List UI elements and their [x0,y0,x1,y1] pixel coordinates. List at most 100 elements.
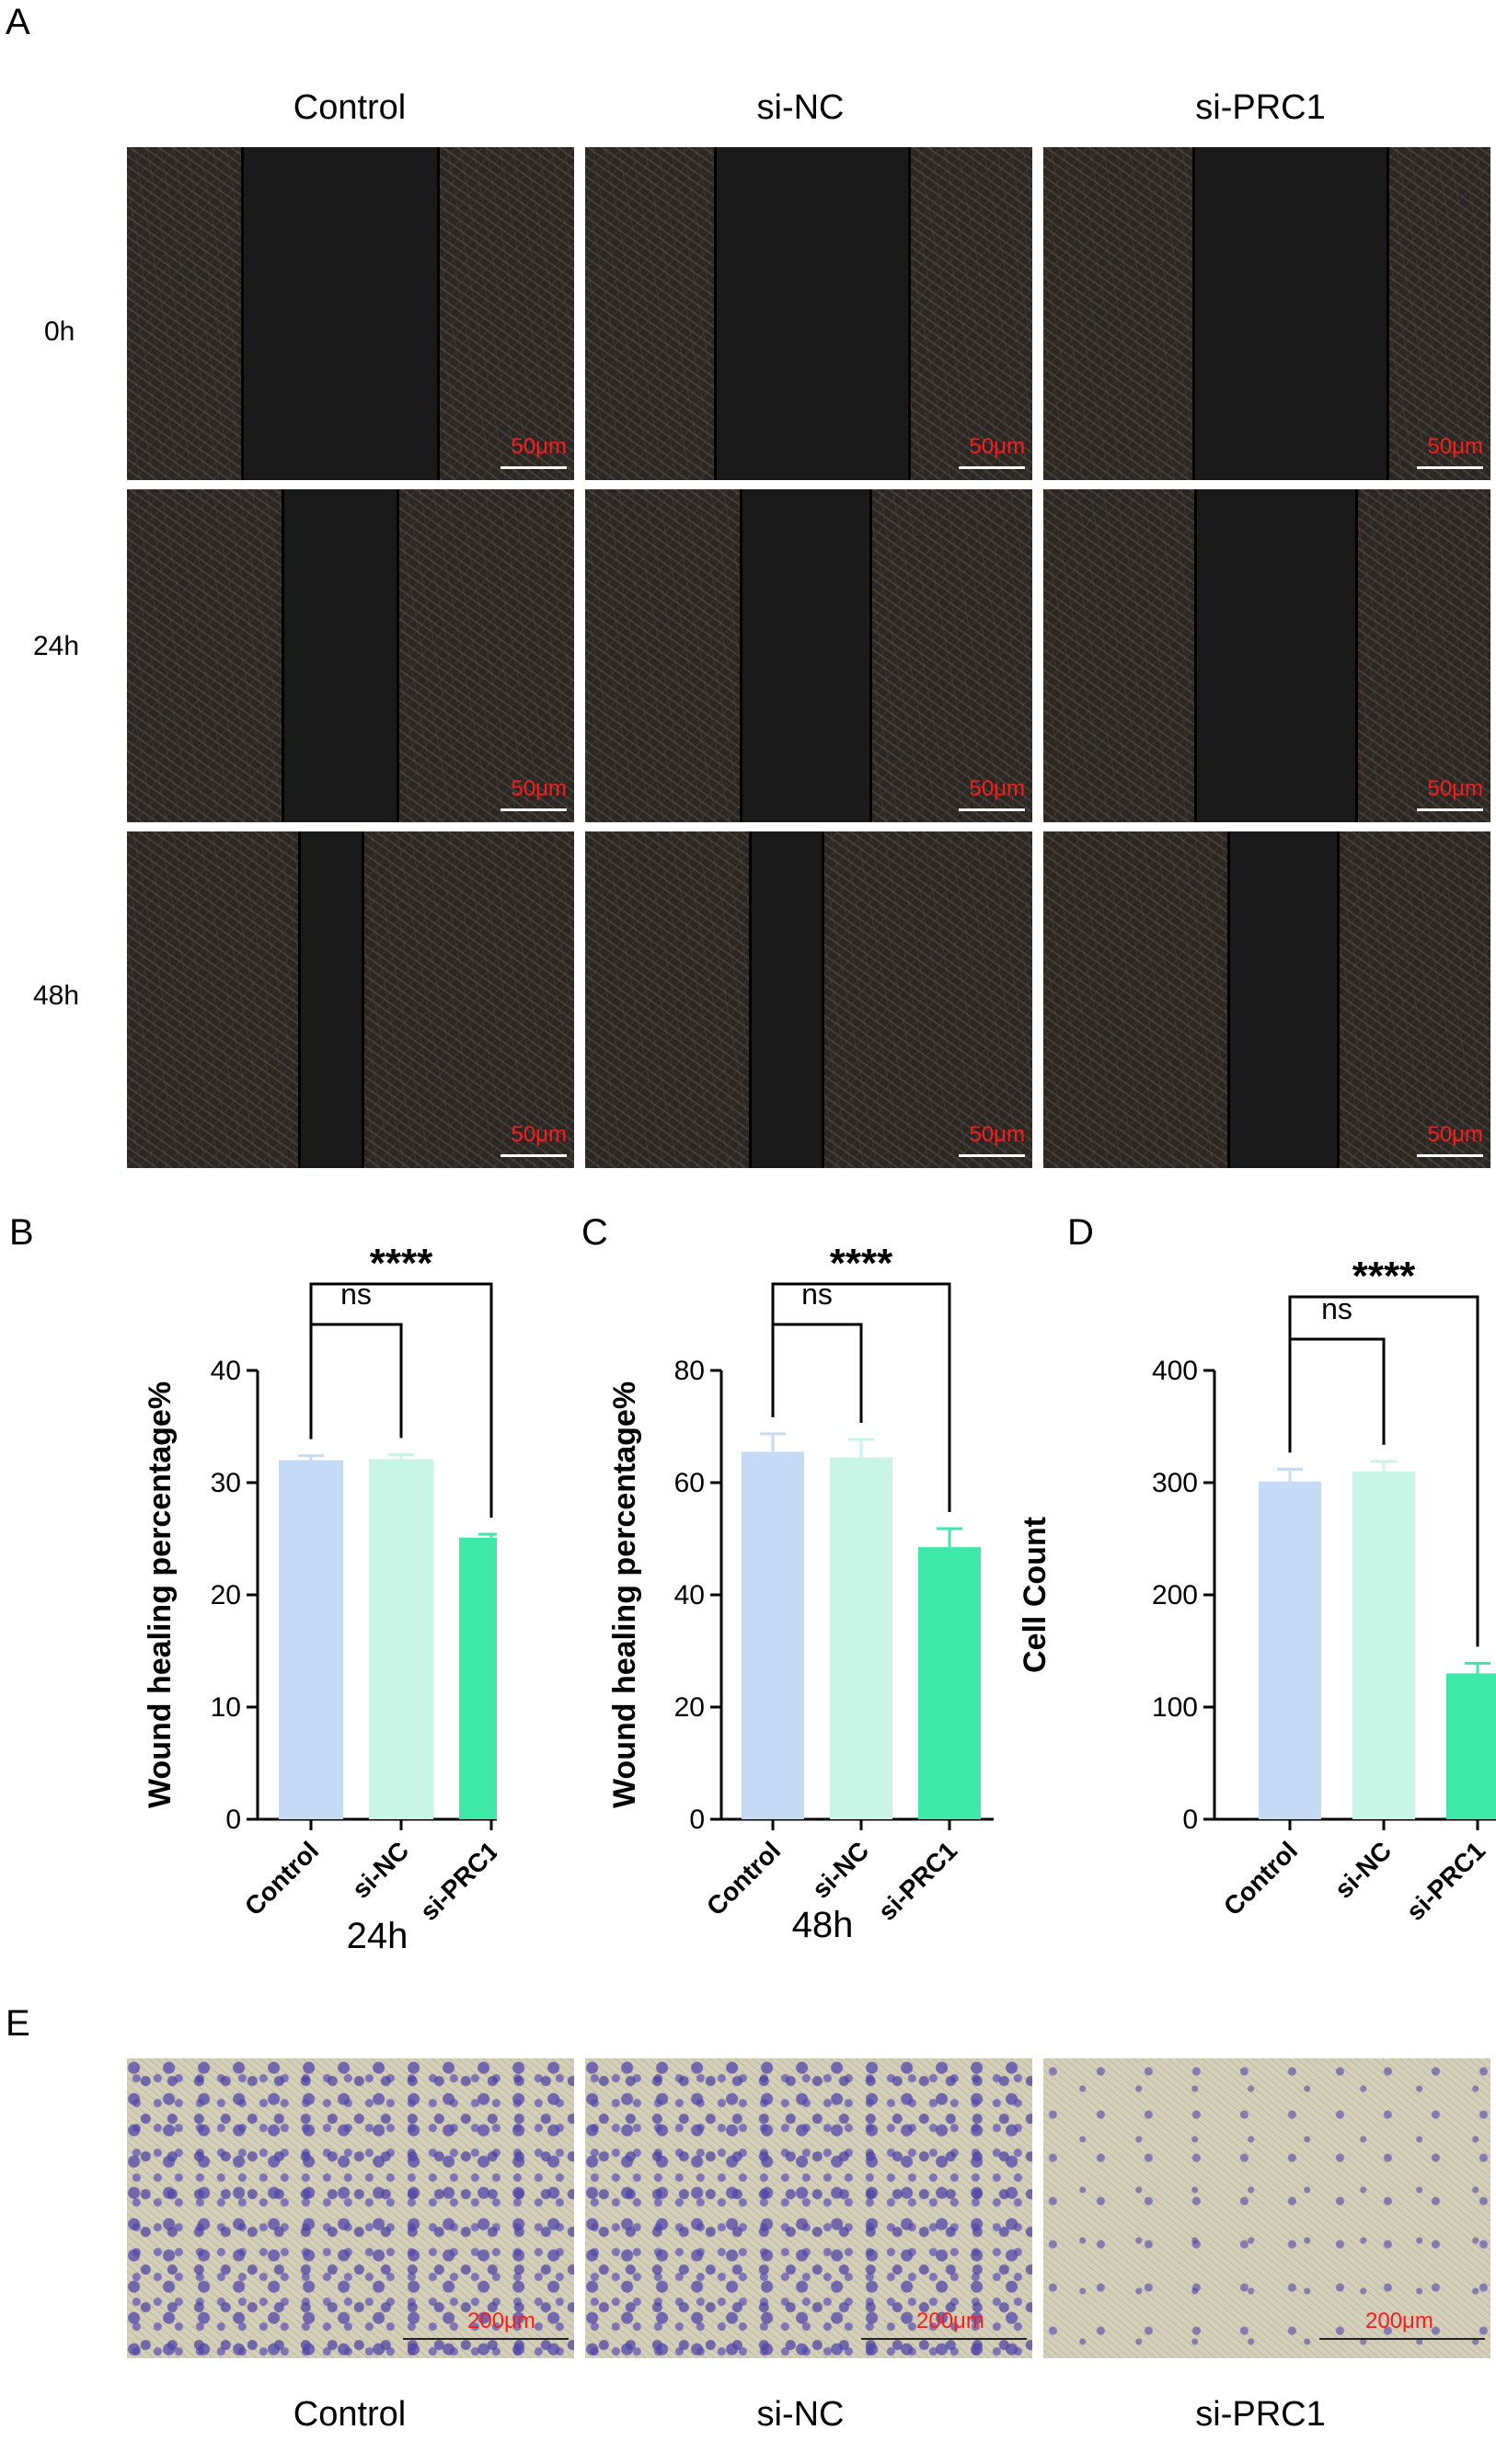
y-tick-label: 300 [1152,1468,1198,1498]
y-tick-label: 0 [225,1805,241,1835]
significance-bracket-ns [309,1323,403,1439]
panel-letter-d: D [1067,1212,1094,1253]
transwell-image-si-nc: 200μm [585,2058,1032,2358]
panel-letter-e: E [6,2003,30,2044]
y-tick-label: 30 [211,1468,241,1498]
scale-bar [403,2338,569,2340]
column-label-si-nc: si-NC [756,88,845,127]
transwell-label-si-prc1: si-PRC1 [1195,2395,1326,2434]
wound-image-si-prc1-0h: 50μm [1043,147,1490,480]
wound-image-si-prc1-24h: 50μm [1043,489,1490,822]
significance-label-stars: **** [1352,1254,1416,1299]
wound-image-si-nc-48h: 50μm [585,831,1032,1168]
y-tick-label: 40 [674,1580,705,1610]
y-axis-label: Wound healing percentage% [143,1381,178,1808]
scale-bar-label: 200μm [467,2309,535,2333]
scale-bar-label: 50μm [511,434,567,459]
row-label-48h: 48h [33,980,80,1011]
column-label-si-prc1: si-PRC1 [1195,88,1326,127]
significance-label-stars: **** [830,1241,893,1286]
scale-bar [501,808,567,811]
bar-si-prc1 [459,1537,497,1819]
wound-image-si-nc-24h: 50μm [585,489,1032,822]
y-tick-label: 40 [211,1356,241,1386]
bar-control [1259,1481,1321,1819]
significance-label-stars: **** [370,1241,433,1286]
significance-bracket-ns [771,1323,863,1424]
x-axis-label: 24h [347,1916,409,1956]
scale-bar [959,808,1025,811]
y-tick-label: 20 [211,1580,241,1610]
y-tick-label: 10 [211,1692,241,1723]
scale-bar-label: 50μm [511,1122,567,1147]
bar-si-prc1 [1446,1673,1496,1819]
bar-control [742,1451,804,1819]
significance-bracket-stars [771,1282,951,1513]
y-tick-label: 200 [1152,1580,1198,1610]
y-tick-label: 100 [1152,1692,1198,1723]
scale-bar [1417,466,1483,469]
bar-si-prc1 [918,1547,981,1819]
bar-si-nc [369,1459,433,1819]
scale-bar-label: 200μm [1365,2309,1433,2333]
bar-chart-cell-count: 0 100 200 300 400 Control si-NC si-PRC1 Cell Cou… [1018,1254,1496,1926]
significance-bracket-ns [1288,1337,1386,1453]
y-tick-label: 60 [674,1468,705,1498]
row-label-24h: 24h [33,631,80,661]
x-tick-label: Control [1218,1836,1303,1920]
scale-bar-label: 50μm [969,1122,1025,1147]
panel-letter-b: B [9,1212,34,1253]
y-tick-label: 0 [689,1805,705,1835]
significance-bracket-stars [309,1282,493,1519]
scale-bar [1417,808,1483,811]
y-tick-label: 400 [1152,1356,1198,1386]
bar-si-nc [1352,1471,1415,1819]
wound-image-control-24h: 50μm [127,489,574,822]
bar-si-nc [830,1457,892,1819]
x-tick-label: Control [239,1836,324,1920]
scale-bar-label: 50μm [1427,434,1483,459]
scale-bar [959,466,1025,469]
x-tick-label: si-NC [347,1836,415,1904]
column-label-control: Control [293,88,407,127]
scale-bar-label: 50μm [1427,776,1483,801]
significance-label-ns: ns [340,1278,372,1311]
x-axis-label: 48h [792,1905,854,1945]
scale-bar-label: 50μm [1427,1122,1483,1147]
x-tick-label: si-PRC1 [414,1836,497,1926]
x-tick-label: si-PRC1 [872,1836,962,1926]
x-tick-label: Control [701,1836,786,1920]
y-axis-label: Cell Count [1018,1517,1053,1673]
row-label-0h: 0h [44,316,75,347]
transwell-label-control: Control [293,2395,407,2434]
panel-letter-c: C [581,1212,608,1253]
x-tick-label: si-NC [807,1836,875,1904]
bar-chart-24h: 0 10 20 30 40 Control si-NC si-PRC1 Wound healin… [143,1241,497,1956]
wound-image-control-48h: 50μm [127,831,574,1168]
panel-letter-a: A [6,2,30,42]
scale-bar [959,1154,1025,1157]
wound-image-si-prc1-48h: 50μm [1043,831,1490,1168]
transwell-image-control: 200μm [127,2058,574,2358]
wound-image-control-0h: 50μm [127,147,574,480]
scale-bar-label: 50μm [511,776,567,801]
scale-bar-label: 200μm [916,2309,984,2333]
scale-bar [1417,1154,1483,1157]
x-tick-label: si-PRC1 [1400,1836,1490,1926]
wound-image-si-nc-0h: 50μm [585,147,1032,480]
significance-label-ns: ns [801,1278,833,1311]
y-tick-label: 20 [674,1692,705,1723]
scale-bar [501,466,567,469]
scale-bar [501,1154,567,1157]
scale-bar-label: 50μm [969,434,1025,459]
y-axis-label: Wound healing percentage% [607,1381,642,1808]
scale-bar [861,2338,1027,2340]
x-tick-label: si-NC [1329,1836,1398,1904]
y-tick-label: 0 [1182,1805,1198,1835]
scale-bar [1319,2338,1485,2340]
scale-bar-label: 50μm [969,776,1025,801]
transwell-label-si-nc: si-NC [756,2395,845,2434]
bar-control [279,1460,343,1819]
transwell-image-si-prc1: 200μm [1043,2058,1490,2358]
